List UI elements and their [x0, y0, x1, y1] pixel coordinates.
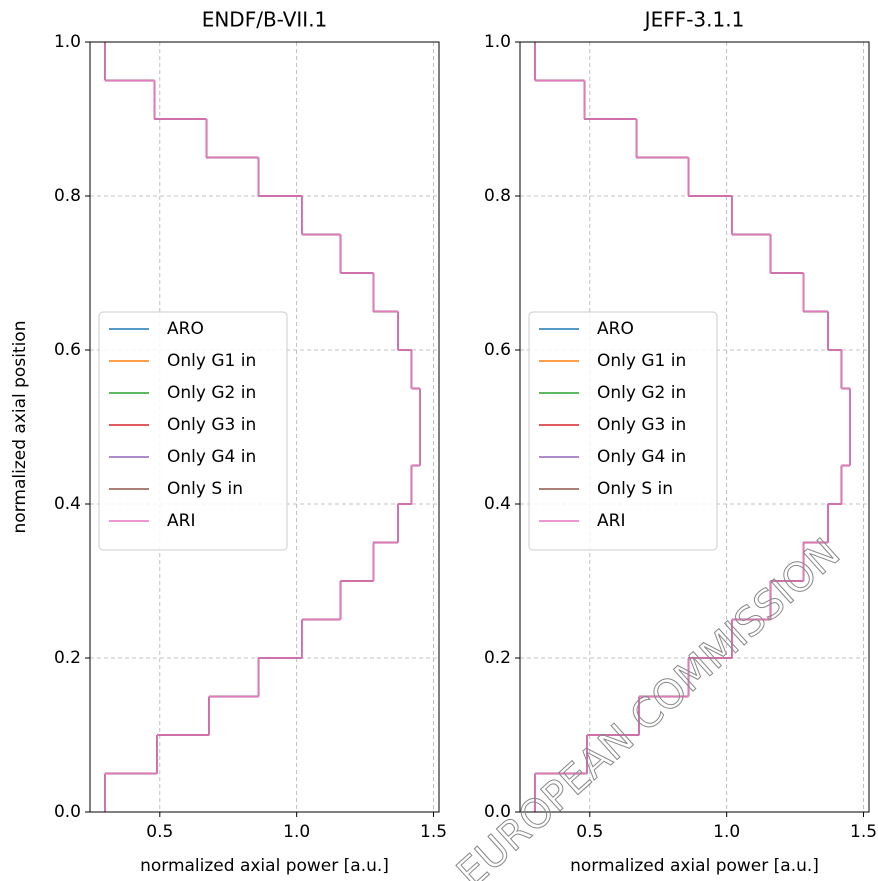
axes-frame [89, 41, 440, 813]
x-axis-label: normalized axial power [a.u.] [570, 856, 819, 876]
y-tick-label: 0.0 [54, 802, 81, 822]
x-tick-label: 1.0 [283, 822, 310, 842]
y-tick-label: 0.4 [54, 494, 81, 514]
y-tick-label: 0.8 [54, 186, 81, 206]
x-tick-label: 1.0 [713, 822, 740, 842]
y-tick-label: 0.6 [484, 340, 511, 360]
y-axis-label: normalized axial position [10, 321, 30, 534]
legend-label: Only S in [597, 479, 673, 499]
y-tick-label: 0.6 [54, 340, 81, 360]
x-tick-label: 1.5 [420, 822, 447, 842]
x-tick-label: 0.5 [146, 822, 173, 842]
legend-label: Only G3 in [597, 415, 686, 435]
y-tick-label: 1.0 [54, 32, 81, 52]
x-tick-label: 0.5 [576, 822, 603, 842]
axes-frame [519, 41, 870, 813]
x-tick-label: 1.5 [850, 822, 877, 842]
legend-box [528, 311, 718, 551]
legend-label: Only G3 in [167, 415, 256, 435]
y-tick-label: 0.4 [484, 494, 511, 514]
legend-label: ARO [167, 319, 204, 339]
watermark: EUROPEAN COMMISSION [448, 530, 848, 881]
legend-label: Only G2 in [597, 383, 686, 403]
legend-label: Only S in [167, 479, 243, 499]
legend-label: Only G1 in [597, 351, 686, 371]
legend-label: ARI [167, 511, 195, 531]
legend-label: Only G2 in [167, 383, 256, 403]
legend-box [98, 311, 288, 551]
y-tick-label: 0.8 [484, 186, 511, 206]
y-tick-label: 0.0 [484, 802, 511, 822]
legend-label: Only G1 in [167, 351, 256, 371]
legend-label: Only G4 in [597, 447, 686, 467]
x-axis-label: normalized axial power [a.u.] [140, 856, 389, 876]
chart-title: JEFF-3.1.1 [643, 8, 745, 32]
y-tick-label: 0.2 [484, 648, 511, 668]
y-tick-label: 0.2 [54, 648, 81, 668]
chart-title: ENDF/B-VII.1 [202, 8, 328, 32]
y-tick-label: 1.0 [484, 32, 511, 52]
legend-label: ARO [597, 319, 634, 339]
legend-label: Only G4 in [167, 447, 256, 467]
legend-label: ARI [597, 511, 625, 531]
